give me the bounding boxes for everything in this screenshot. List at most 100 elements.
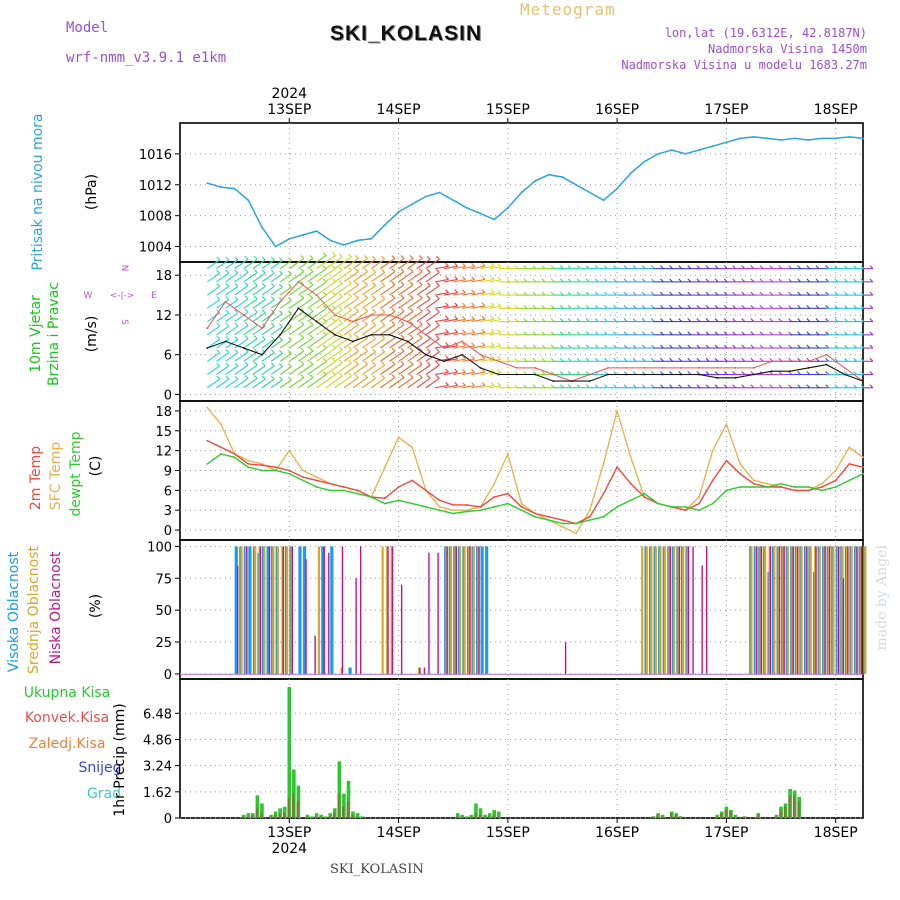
total-precip-bar bbox=[246, 813, 251, 818]
total-precip-bar bbox=[478, 808, 483, 818]
wind-barb bbox=[471, 289, 476, 294]
wind-barb bbox=[426, 255, 431, 260]
wind-barb bbox=[234, 335, 239, 340]
wind-barb bbox=[595, 357, 599, 362]
wind-barb bbox=[595, 304, 599, 309]
dewpt-line-point bbox=[315, 486, 318, 488]
wind-barb bbox=[435, 374, 440, 379]
wind-gust-line-point bbox=[843, 367, 846, 369]
wind-barb bbox=[234, 296, 239, 301]
conv-precip-bar bbox=[314, 816, 317, 818]
wind-barb bbox=[307, 321, 327, 336]
wind-barb bbox=[352, 271, 368, 283]
wind-barb bbox=[343, 271, 359, 283]
cloud-bar bbox=[777, 546, 780, 674]
cloud-bar bbox=[478, 546, 480, 674]
wind-barb bbox=[234, 283, 239, 287]
wind-barb bbox=[445, 329, 449, 333]
wind-barb bbox=[462, 355, 466, 360]
cloud-bar bbox=[860, 546, 863, 674]
wind-barb bbox=[325, 296, 343, 309]
wind-barb bbox=[471, 305, 486, 309]
y-tick-label: 1.62 bbox=[143, 786, 172, 801]
wind-gust-line-point bbox=[661, 367, 664, 369]
cloud-bar bbox=[387, 546, 389, 674]
temp2m-line-point bbox=[725, 459, 728, 462]
wind-barb bbox=[497, 329, 502, 334]
wind-barb bbox=[364, 281, 368, 286]
cloud-bar bbox=[314, 635, 316, 674]
wind-barb bbox=[398, 337, 414, 349]
wind-barb bbox=[481, 315, 486, 320]
conv-precip-bar bbox=[720, 813, 723, 818]
sfc-temp-line-point bbox=[561, 525, 564, 528]
wind-barb bbox=[445, 355, 449, 360]
cloud-bar bbox=[859, 546, 862, 674]
temp2m-line-point bbox=[479, 506, 482, 508]
wind-key-east: E bbox=[151, 291, 157, 301]
wind-barb bbox=[234, 271, 249, 283]
wind-barb bbox=[481, 276, 486, 280]
wind-barb bbox=[576, 384, 581, 389]
wind-barb bbox=[370, 338, 385, 349]
cloud-bar bbox=[805, 546, 808, 674]
wind-barb bbox=[370, 351, 385, 362]
wind-barb bbox=[370, 364, 385, 375]
wind-barb bbox=[334, 256, 352, 270]
cloud-bar bbox=[750, 546, 753, 674]
wind-barb bbox=[750, 384, 755, 389]
wind-barb bbox=[400, 360, 405, 365]
temp2m-line-point bbox=[807, 489, 810, 492]
dewpt-line-point bbox=[862, 472, 864, 475]
wind-barb bbox=[471, 318, 486, 323]
wind-barb bbox=[585, 278, 590, 283]
cloud-bar bbox=[795, 546, 799, 674]
wind-barb bbox=[298, 324, 314, 336]
wind-barb bbox=[480, 265, 495, 270]
wind-barb bbox=[278, 376, 283, 381]
pressure-line-point bbox=[452, 199, 455, 202]
y-tick-label: 6 bbox=[164, 349, 172, 364]
wind-barb bbox=[307, 374, 327, 389]
wind-barb bbox=[490, 368, 495, 373]
wind-barb bbox=[471, 292, 486, 296]
wind-barb bbox=[225, 378, 239, 389]
wind-barb bbox=[372, 361, 376, 366]
bottom-date-label: 15SEP bbox=[486, 825, 530, 841]
wind-barb bbox=[225, 283, 230, 287]
pressure-line-point bbox=[206, 182, 209, 185]
total-precip-bar bbox=[455, 813, 460, 818]
wind-barb bbox=[604, 278, 608, 283]
wind-barb bbox=[750, 344, 755, 349]
temp2m-line-point bbox=[397, 486, 400, 488]
cloud-bar bbox=[328, 552, 330, 674]
pressure-line-point bbox=[329, 239, 332, 242]
sfc-temp-line-point bbox=[848, 446, 851, 449]
wind-barb bbox=[316, 268, 336, 283]
wind-barb bbox=[481, 262, 486, 267]
y-tick-label: 75 bbox=[155, 572, 172, 587]
wind-speed-line-point bbox=[698, 373, 700, 376]
wind-barb bbox=[331, 252, 336, 256]
cloud-unit: (%) bbox=[88, 594, 104, 618]
wind-barb bbox=[434, 305, 449, 309]
wind-barb bbox=[372, 335, 376, 340]
cloud-bar bbox=[855, 546, 858, 674]
wind-barb bbox=[567, 278, 572, 283]
cloud-bar bbox=[654, 546, 657, 674]
wind-barb bbox=[398, 310, 414, 323]
wind-barb bbox=[445, 289, 449, 294]
wind-barb bbox=[300, 334, 305, 339]
cloud-bar bbox=[302, 546, 307, 674]
wind-barb bbox=[613, 331, 618, 336]
dewpt-line-point bbox=[575, 522, 578, 525]
wind-barb bbox=[425, 377, 440, 389]
wind-barb bbox=[234, 298, 249, 309]
wind-barb bbox=[325, 335, 343, 349]
wind-barb bbox=[372, 322, 376, 326]
cloud-bar bbox=[645, 546, 648, 674]
wind-gust-line-point bbox=[406, 320, 409, 323]
sfc-temp-line-point bbox=[766, 482, 769, 485]
wind-barb bbox=[585, 304, 590, 309]
wind-barb bbox=[279, 379, 292, 389]
